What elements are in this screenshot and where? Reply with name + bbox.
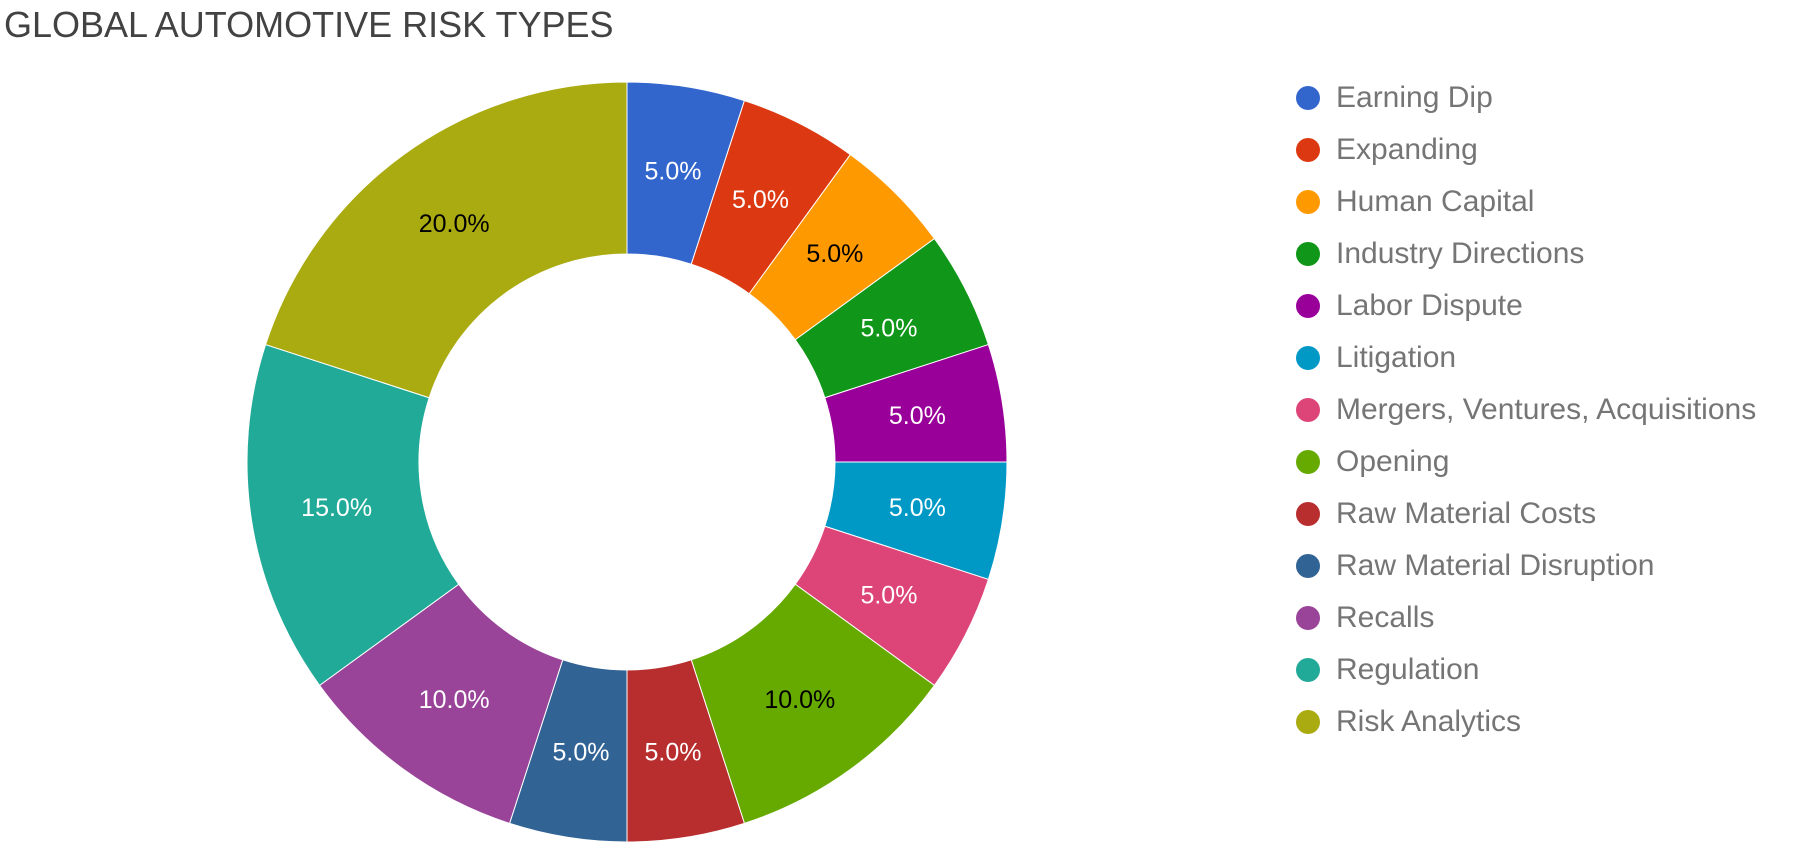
legend-label: Industry Directions — [1336, 237, 1585, 270]
legend-item[interactable]: Risk Analytics — [1296, 696, 1756, 748]
legend-item[interactable]: Earning Dip — [1296, 72, 1756, 124]
legend-swatch — [1296, 554, 1320, 578]
slice-value-label: 5.0% — [889, 494, 946, 522]
legend-item[interactable]: Expanding — [1296, 124, 1756, 176]
legend-item[interactable]: Human Capital — [1296, 176, 1756, 228]
legend-swatch — [1296, 86, 1320, 110]
slice-value-label: 5.0% — [860, 581, 917, 609]
legend-item[interactable]: Labor Dispute — [1296, 280, 1756, 332]
legend-swatch — [1296, 190, 1320, 214]
slice-value-label: 5.0% — [732, 186, 789, 214]
legend-item[interactable]: Litigation — [1296, 332, 1756, 384]
legend-label: Earning Dip — [1336, 81, 1493, 114]
slice-value-label: 5.0% — [553, 738, 610, 766]
legend-label: Recalls — [1336, 601, 1435, 634]
slice-value-label: 10.0% — [764, 686, 835, 714]
legend-label: Litigation — [1336, 341, 1457, 374]
legend-item[interactable]: Raw Material Disruption — [1296, 540, 1756, 592]
legend-label: Expanding — [1336, 133, 1478, 166]
slice-value-label: 5.0% — [644, 738, 701, 766]
legend-item[interactable]: Industry Directions — [1296, 228, 1756, 280]
legend-label: Risk Analytics — [1336, 705, 1522, 738]
legend-swatch — [1296, 658, 1320, 682]
slice-value-label: 15.0% — [301, 494, 372, 522]
legend-swatch — [1296, 242, 1320, 266]
legend-label: Mergers, Ventures, Acquisitions — [1336, 393, 1757, 426]
legend-item[interactable]: Recalls — [1296, 592, 1756, 644]
legend-label: Raw Material Disruption — [1336, 549, 1655, 582]
legend-swatch — [1296, 450, 1320, 474]
legend-label: Human Capital — [1336, 185, 1535, 218]
slice-value-label: 5.0% — [860, 315, 917, 343]
slice-value-label: 5.0% — [889, 402, 946, 430]
slice-value-label: 5.0% — [644, 158, 701, 186]
donut-slice[interactable] — [246, 343, 460, 687]
legend-swatch — [1296, 710, 1320, 734]
legend-label: Regulation — [1336, 653, 1480, 686]
legend-item[interactable]: Raw Material Costs — [1296, 488, 1756, 540]
legend-item[interactable]: Opening — [1296, 436, 1756, 488]
legend-item[interactable]: Regulation — [1296, 644, 1756, 696]
slice-value-label: 10.0% — [419, 686, 490, 714]
legend-swatch — [1296, 138, 1320, 162]
chart-legend: Earning Dip Expanding Human Capital Industr… — [1296, 72, 1756, 748]
legend-swatch — [1296, 502, 1320, 526]
legend-label: Opening — [1336, 445, 1450, 478]
legend-label: Labor Dispute — [1336, 289, 1523, 322]
donut-slice[interactable] — [264, 81, 628, 399]
slice-value-label: 20.0% — [419, 210, 490, 238]
legend-swatch — [1296, 606, 1320, 630]
legend-swatch — [1296, 398, 1320, 422]
slice-value-label: 5.0% — [806, 240, 863, 268]
legend-label: Raw Material Costs — [1336, 497, 1597, 530]
legend-item[interactable]: Mergers, Ventures, Acquisitions — [1296, 384, 1756, 436]
chart-title: GLOBAL AUTOMOTIVE RISK TYPES — [4, 4, 614, 45]
legend-swatch — [1296, 294, 1320, 318]
legend-swatch — [1296, 346, 1320, 370]
donut-chart: 5.0% 5.0% 5.0% 5.0% 5.0% 5.0% 5.0% 10.0% 5.0% 5.0… — [246, 81, 1008, 843]
